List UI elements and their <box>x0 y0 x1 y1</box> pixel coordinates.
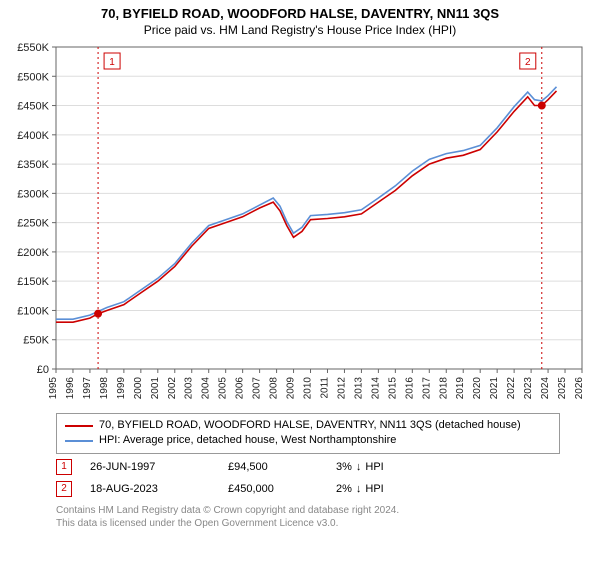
y-tick-label: £150K <box>17 276 49 288</box>
x-tick-label: 2015 <box>387 377 398 400</box>
x-tick-label: 2016 <box>404 377 415 400</box>
x-tick-label: 2020 <box>472 377 483 400</box>
sale-price: £450,000 <box>228 483 318 495</box>
chart-container: 70, BYFIELD ROAD, WOODFORD HALSE, DAVENT… <box>0 6 600 566</box>
sale-diff-pct: 3% <box>336 461 352 473</box>
line-chart: £0 £50K £100K £150K £200K £250K £300K £350K £400… <box>0 39 600 409</box>
x-tick-label: 2018 <box>438 377 449 400</box>
x-tick-label: 2008 <box>269 377 280 400</box>
x-tick-label: 2000 <box>133 377 144 400</box>
x-tick-label: 2001 <box>150 377 161 400</box>
footnote-line: Contains HM Land Registry data © Crown c… <box>56 504 560 517</box>
x-tick-label: 2022 <box>506 377 517 400</box>
arrow-down-icon: ↓ <box>356 461 362 473</box>
y-tick-label: £250K <box>17 218 49 230</box>
sale-diff: 2% ↓HPI <box>336 483 384 495</box>
sale-diff-label: HPI <box>365 461 383 473</box>
x-tick-label: 2002 <box>167 377 178 400</box>
x-tick-label: 2012 <box>336 377 347 400</box>
x-tick-label: 2006 <box>235 377 246 400</box>
sales-table: 1 26-JUN-1997 £94,500 3% ↓HPI 2 18-AUG-2023 £45… <box>56 456 560 500</box>
sale-price: £94,500 <box>228 461 318 473</box>
y-tick-label: £550K <box>17 42 49 54</box>
sale-badge: 1 <box>56 459 72 475</box>
x-tick-label: 2021 <box>489 377 500 400</box>
sale-marker-dot <box>94 310 102 318</box>
chart-title: 70, BYFIELD ROAD, WOODFORD HALSE, DAVENT… <box>0 6 600 21</box>
x-tick-label: 2007 <box>252 377 263 400</box>
x-tick-label: 2017 <box>421 377 432 400</box>
sale-badge: 2 <box>56 481 72 497</box>
x-tick-label: 2014 <box>370 377 381 400</box>
y-tick-label: £500K <box>17 71 49 83</box>
sale-row: 1 26-JUN-1997 £94,500 3% ↓HPI <box>56 456 560 478</box>
x-tick-label: 2013 <box>353 377 364 400</box>
x-tick-label: 2026 <box>574 377 585 400</box>
legend-label: 70, BYFIELD ROAD, WOODFORD HALSE, DAVENT… <box>99 418 521 433</box>
footnote-line: This data is licensed under the Open Gov… <box>56 517 560 530</box>
x-tick-label: 2011 <box>319 377 330 399</box>
sale-row: 2 18-AUG-2023 £450,000 2% ↓HPI <box>56 478 560 500</box>
x-tick-label: 2023 <box>523 377 534 400</box>
x-tick-label: 2004 <box>201 377 212 400</box>
legend-swatch <box>65 425 93 427</box>
legend-row: 70, BYFIELD ROAD, WOODFORD HALSE, DAVENT… <box>65 418 551 433</box>
chart-subtitle: Price paid vs. HM Land Registry's House … <box>0 23 600 37</box>
y-tick-label: £350K <box>17 159 49 171</box>
x-tick-label: 2009 <box>286 377 297 400</box>
y-tick-label: £450K <box>17 101 49 113</box>
legend-row: HPI: Average price, detached house, West… <box>65 433 551 448</box>
x-tick-label: 2024 <box>540 377 551 400</box>
y-tick-label: £50K <box>23 335 49 347</box>
sale-marker-number: 2 <box>525 57 531 68</box>
sale-date: 26-JUN-1997 <box>90 461 210 473</box>
x-tick-label: 2005 <box>218 377 229 400</box>
legend-label: HPI: Average price, detached house, West… <box>99 433 396 448</box>
sale-diff-label: HPI <box>365 483 383 495</box>
arrow-down-icon: ↓ <box>356 483 362 495</box>
x-tick-label: 1996 <box>65 377 76 400</box>
footnote: Contains HM Land Registry data © Crown c… <box>56 504 560 530</box>
x-tick-label: 2003 <box>184 377 195 400</box>
x-tick-label: 1998 <box>99 377 110 400</box>
sale-diff-pct: 2% <box>336 483 352 495</box>
legend-swatch <box>65 440 93 442</box>
sale-date: 18-AUG-2023 <box>90 483 210 495</box>
y-tick-label: £400K <box>17 130 49 142</box>
sale-marker-dot <box>538 102 546 110</box>
x-tick-label: 1995 <box>48 377 59 400</box>
legend: 70, BYFIELD ROAD, WOODFORD HALSE, DAVENT… <box>56 413 560 454</box>
sale-marker-number: 1 <box>109 57 115 68</box>
x-tick-label: 1999 <box>116 377 127 400</box>
y-tick-label: £200K <box>17 247 49 259</box>
y-tick-label: £300K <box>17 188 49 200</box>
y-tick-label: £100K <box>17 305 49 317</box>
y-tick-label: £0 <box>37 364 49 376</box>
x-tick-label: 2019 <box>455 377 466 400</box>
x-tick-label: 2025 <box>557 377 568 400</box>
x-tick-label: 2010 <box>303 377 314 400</box>
x-tick-label: 1997 <box>82 377 93 400</box>
sale-diff: 3% ↓HPI <box>336 461 384 473</box>
